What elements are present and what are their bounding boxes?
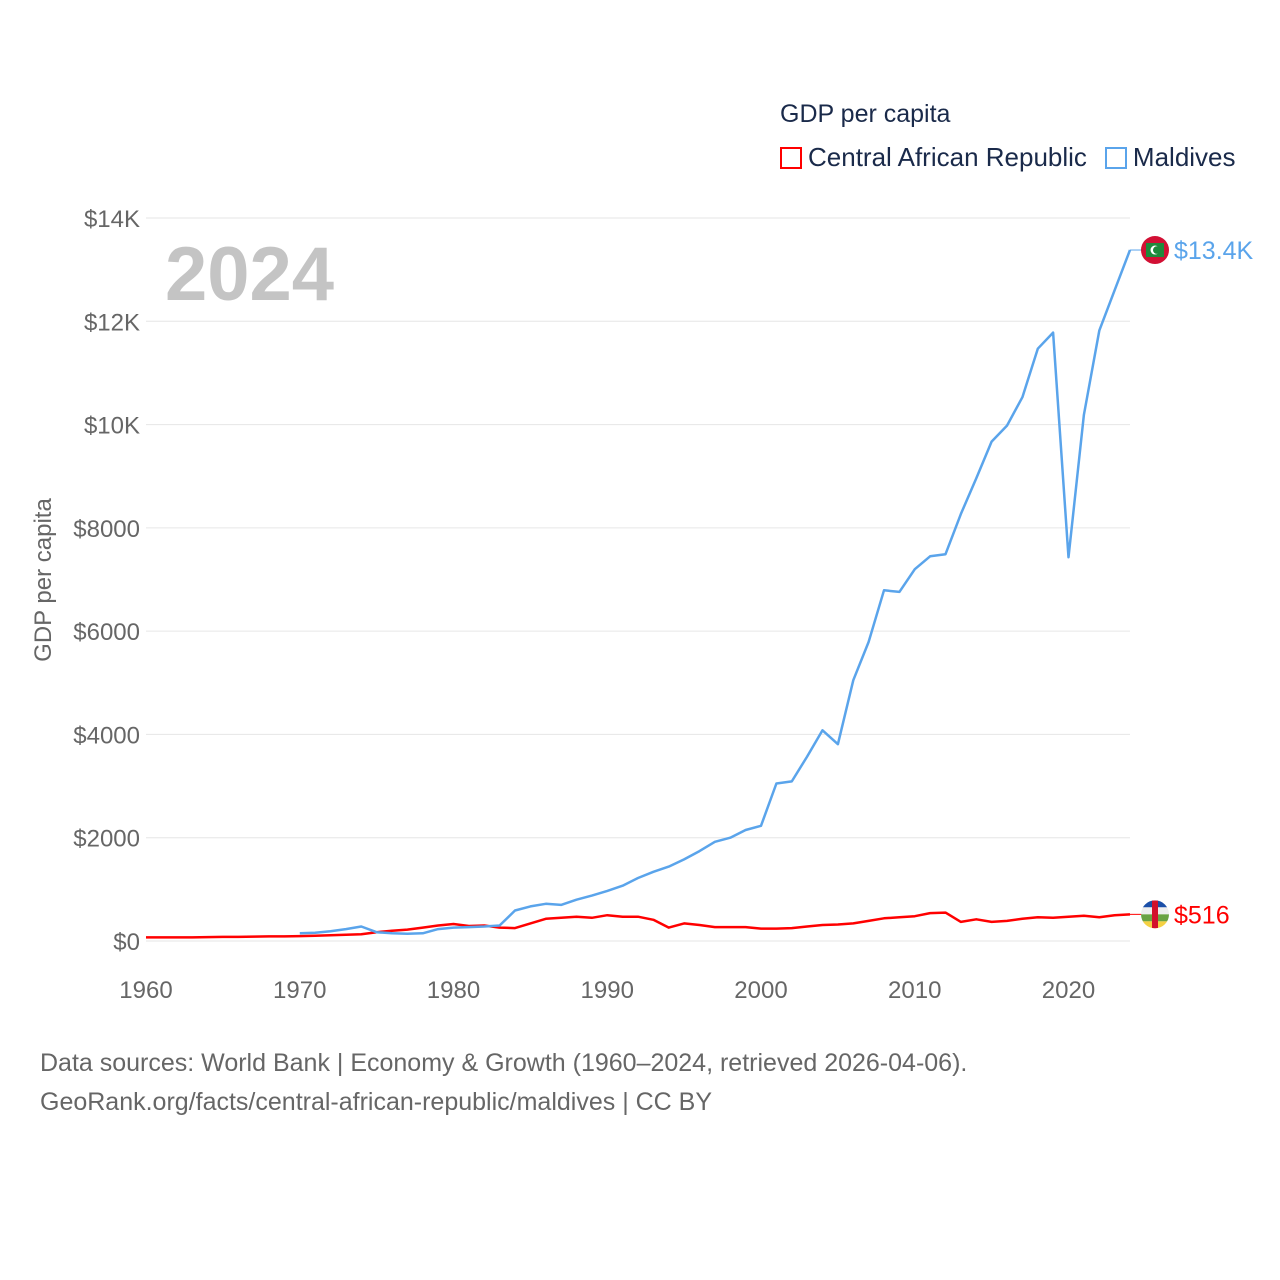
- legend-label-maldives: Maldives: [1132, 142, 1236, 172]
- y-tick-label: $10K: [84, 413, 140, 440]
- y-tick-label: $0: [113, 929, 140, 956]
- x-tick-label: 1980: [427, 977, 480, 1004]
- year-watermark: 2024: [165, 232, 334, 317]
- legend-swatch-car: [780, 146, 802, 169]
- legend-swatch-maldives: [1104, 146, 1127, 169]
- legend: Central African Republic Maldives: [780, 142, 1236, 173]
- car-flag-icon: [1141, 900, 1169, 929]
- x-tick-label: 2020: [1042, 977, 1095, 1004]
- x-tick-label: 1990: [581, 977, 634, 1004]
- footer-link[interactable]: GeoRank.org/facts/central-african-republ…: [40, 1088, 713, 1116]
- x-tick-label: 2000: [734, 977, 787, 1004]
- y-tick-label: $2000: [73, 826, 140, 853]
- footer-sources: Data sources: World Bank | Economy & Gro…: [40, 1049, 968, 1077]
- x-tick-label: 1970: [273, 977, 326, 1004]
- series-line-maldives: [299, 249, 1132, 936]
- legend-title: GDP per capita: [780, 100, 951, 128]
- y-tick-label: $4000: [73, 722, 140, 749]
- y-tick-label: $6000: [73, 619, 140, 646]
- legend-item-maldives[interactable]: Maldives: [1104, 142, 1236, 173]
- legend-item-car[interactable]: Central African Republic: [780, 142, 1087, 173]
- x-tick-label: 2010: [888, 977, 941, 1004]
- end-value-label: $13.4K: [1174, 237, 1254, 265]
- x-tick-label: 1960: [119, 977, 172, 1004]
- y-tick-label: $12K: [84, 309, 140, 336]
- maldives-crescent-cut: [1153, 246, 1161, 254]
- series-line-car: [146, 911, 1131, 939]
- end-value-label: $516: [1174, 901, 1230, 929]
- y-tick-label: $8000: [73, 516, 140, 543]
- y-tick-label: $14K: [84, 206, 140, 233]
- footer: Data sources: World Bank | Economy & Gro…: [40, 1044, 967, 1122]
- legend-label-car: Central African Republic: [808, 142, 1087, 172]
- y-axis-label: GDP per capita: [30, 498, 57, 662]
